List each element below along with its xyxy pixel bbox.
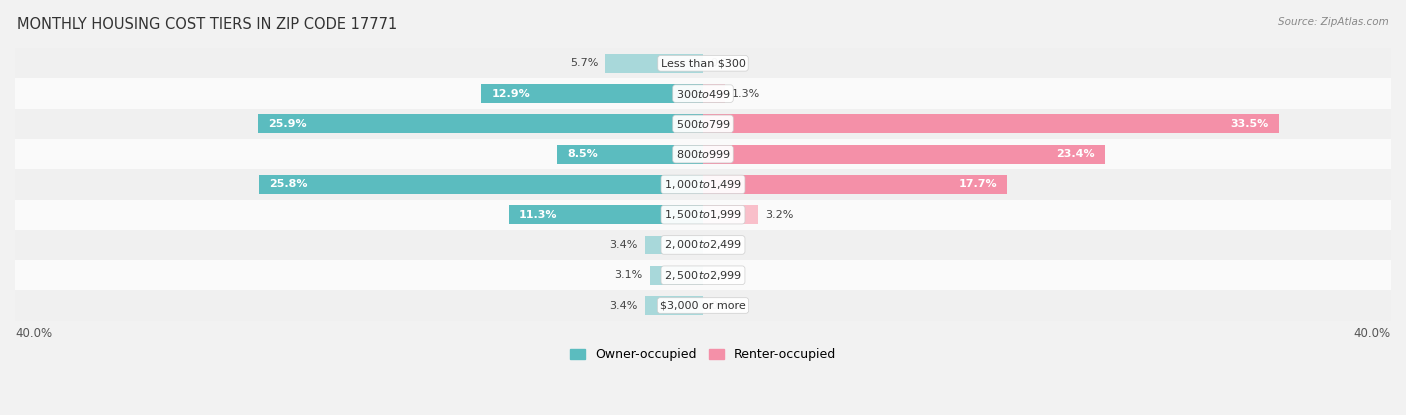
- Bar: [15, 260, 1391, 290]
- Text: $300 to $499: $300 to $499: [675, 88, 731, 100]
- Bar: [703, 175, 1008, 194]
- Bar: [15, 200, 1391, 230]
- Text: 1.3%: 1.3%: [733, 89, 761, 99]
- Text: 25.8%: 25.8%: [270, 179, 308, 189]
- Text: 40.0%: 40.0%: [1354, 327, 1391, 340]
- Text: 3.2%: 3.2%: [765, 210, 793, 220]
- Bar: [650, 266, 703, 285]
- Bar: [257, 115, 703, 133]
- Bar: [15, 230, 1391, 260]
- Text: 25.9%: 25.9%: [267, 119, 307, 129]
- Bar: [703, 84, 725, 103]
- Bar: [15, 109, 1391, 139]
- Text: 11.3%: 11.3%: [519, 210, 557, 220]
- Text: 33.5%: 33.5%: [1230, 119, 1268, 129]
- Bar: [15, 169, 1391, 200]
- Text: 8.5%: 8.5%: [567, 149, 598, 159]
- Text: Less than $300: Less than $300: [661, 59, 745, 68]
- Text: $2,500 to $2,999: $2,500 to $2,999: [664, 269, 742, 282]
- Text: $2,000 to $2,499: $2,000 to $2,499: [664, 239, 742, 251]
- Text: $800 to $999: $800 to $999: [675, 148, 731, 160]
- Text: 0.0%: 0.0%: [710, 300, 738, 310]
- Legend: Owner-occupied, Renter-occupied: Owner-occupied, Renter-occupied: [565, 343, 841, 366]
- Bar: [509, 205, 703, 224]
- Bar: [644, 296, 703, 315]
- Bar: [259, 175, 703, 194]
- Bar: [703, 145, 1105, 164]
- Text: 12.9%: 12.9%: [492, 89, 530, 99]
- Text: 0.0%: 0.0%: [710, 240, 738, 250]
- Text: 3.4%: 3.4%: [609, 300, 638, 310]
- Bar: [15, 139, 1391, 169]
- Text: $1,000 to $1,499: $1,000 to $1,499: [664, 178, 742, 191]
- Bar: [703, 205, 758, 224]
- Bar: [15, 78, 1391, 109]
- Text: 17.7%: 17.7%: [959, 179, 997, 189]
- Bar: [15, 48, 1391, 78]
- Bar: [703, 115, 1279, 133]
- Text: $1,500 to $1,999: $1,500 to $1,999: [664, 208, 742, 221]
- Text: 5.7%: 5.7%: [569, 59, 598, 68]
- Text: 0.0%: 0.0%: [710, 270, 738, 280]
- Bar: [605, 54, 703, 73]
- Text: $500 to $799: $500 to $799: [675, 118, 731, 130]
- Text: MONTHLY HOUSING COST TIERS IN ZIP CODE 17771: MONTHLY HOUSING COST TIERS IN ZIP CODE 1…: [17, 17, 396, 32]
- Bar: [644, 236, 703, 254]
- Text: $3,000 or more: $3,000 or more: [661, 300, 745, 310]
- Text: 0.0%: 0.0%: [710, 59, 738, 68]
- Bar: [557, 145, 703, 164]
- Text: Source: ZipAtlas.com: Source: ZipAtlas.com: [1278, 17, 1389, 27]
- Bar: [481, 84, 703, 103]
- Text: 40.0%: 40.0%: [15, 327, 52, 340]
- Text: 23.4%: 23.4%: [1056, 149, 1095, 159]
- Bar: [15, 290, 1391, 321]
- Text: 3.1%: 3.1%: [614, 270, 643, 280]
- Text: 3.4%: 3.4%: [609, 240, 638, 250]
